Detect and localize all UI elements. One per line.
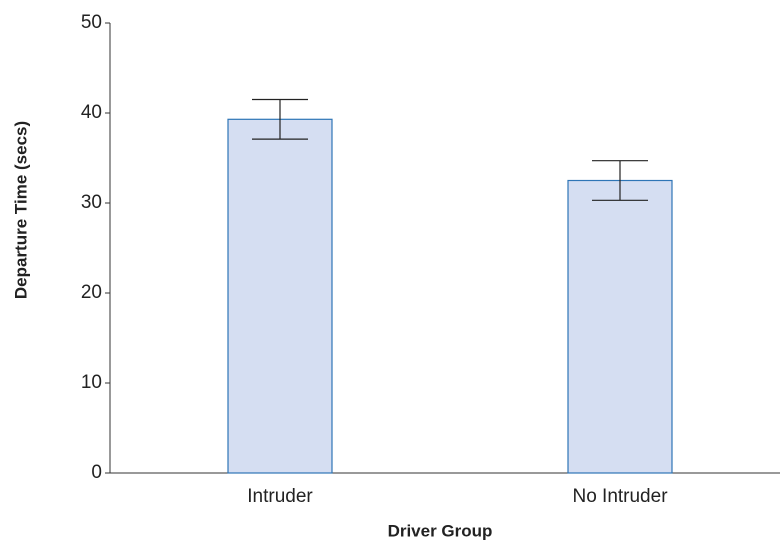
bar bbox=[567, 179, 673, 474]
y-tick-label: 10 bbox=[81, 372, 102, 393]
x-tick-label: Intruder bbox=[247, 486, 313, 507]
y-tick-label: 20 bbox=[81, 282, 102, 303]
y-tick-label: 0 bbox=[91, 462, 102, 483]
y-axis-title: Departure Time (secs) bbox=[11, 121, 30, 299]
x-axis-title: Driver Group bbox=[388, 521, 493, 540]
error-bar bbox=[252, 98, 308, 140]
bar bbox=[227, 118, 333, 474]
x-tick-label: No Intruder bbox=[572, 486, 668, 507]
y-tick-label: 30 bbox=[81, 192, 102, 213]
error-bar bbox=[592, 160, 648, 201]
y-tick-label: 50 bbox=[81, 12, 102, 33]
y-tick-label: 40 bbox=[81, 102, 102, 123]
